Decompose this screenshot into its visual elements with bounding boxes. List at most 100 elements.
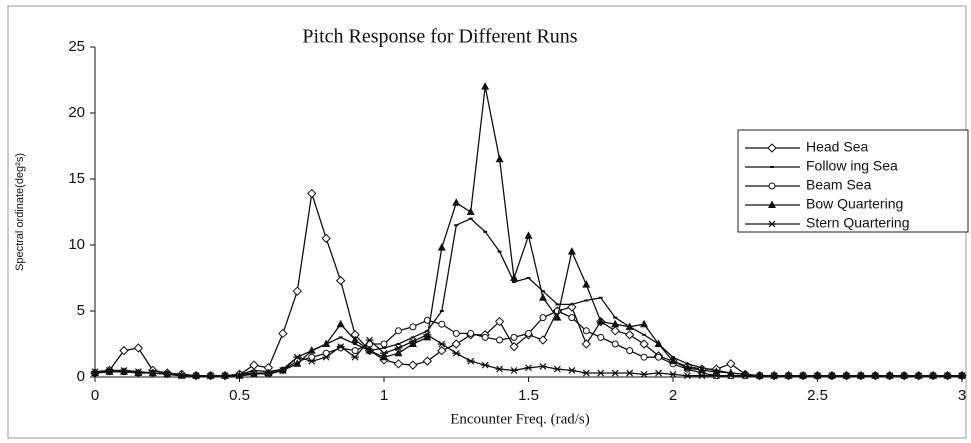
marker [423, 332, 432, 341]
marker [307, 188, 317, 199]
marker [278, 328, 288, 339]
marker [437, 340, 446, 348]
x-tick-label: 2 [669, 387, 677, 404]
marker [351, 347, 359, 355]
series [91, 331, 966, 380]
marker [625, 369, 634, 377]
marker [683, 372, 692, 380]
marker [610, 326, 620, 336]
marker [597, 333, 605, 341]
marker [582, 327, 590, 335]
marker [697, 372, 706, 380]
marker [767, 143, 777, 153]
marker [654, 369, 663, 377]
marker [712, 372, 721, 380]
marker [481, 333, 489, 341]
marker [582, 280, 591, 288]
marker [768, 182, 776, 190]
y-tick-label: 20 [68, 104, 85, 121]
marker [307, 346, 316, 354]
marker [611, 340, 619, 348]
marker [813, 372, 822, 380]
marker [206, 372, 215, 380]
marker [611, 319, 620, 328]
marker [567, 247, 576, 255]
marker [958, 372, 966, 380]
marker [495, 365, 504, 373]
y-tick-label: 0 [77, 368, 85, 385]
marker [624, 330, 635, 340]
marker [581, 339, 592, 349]
legend-label: Bow Quartering [806, 196, 903, 212]
marker [133, 343, 144, 353]
marker [871, 372, 880, 380]
x-tick-label: 0 [91, 387, 99, 404]
marker [249, 360, 259, 370]
marker [278, 366, 287, 374]
marker [596, 317, 605, 325]
marker [755, 372, 764, 380]
marker [438, 320, 446, 328]
marker [553, 365, 562, 373]
marker [726, 359, 736, 369]
marker [510, 333, 518, 341]
marker [321, 233, 331, 244]
marker [466, 207, 475, 215]
marker [768, 200, 776, 208]
marker [293, 359, 302, 367]
marker [640, 370, 649, 378]
marker [105, 366, 114, 374]
marker [538, 363, 547, 370]
marker [914, 372, 923, 380]
marker [799, 372, 808, 380]
x-tick-label: 2.5 [807, 387, 828, 404]
marker [856, 372, 865, 380]
marker [669, 356, 677, 365]
marker [437, 345, 447, 356]
marker [408, 339, 417, 347]
marker [409, 323, 417, 331]
marker [640, 319, 649, 328]
marker [335, 275, 346, 286]
marker [451, 339, 461, 349]
marker [510, 366, 519, 374]
marker [422, 356, 433, 366]
legend-label: Beam Sea [806, 177, 872, 193]
marker [336, 319, 345, 328]
marker [640, 353, 648, 361]
marker [380, 349, 388, 357]
marker [119, 366, 128, 374]
marker [308, 353, 316, 361]
marker [625, 322, 634, 330]
marker [683, 363, 692, 371]
marker [365, 336, 374, 344]
marker [827, 372, 836, 380]
marker [394, 348, 403, 357]
x-tick-label: 3 [958, 387, 966, 404]
marker [770, 372, 779, 380]
marker [654, 339, 663, 347]
marker [626, 347, 634, 355]
marker [322, 349, 330, 357]
series [93, 217, 964, 377]
marker [509, 341, 519, 352]
x-tick-label: 1.5 [518, 387, 539, 404]
marker [467, 329, 475, 337]
marker [611, 369, 620, 377]
legend-label: Stern Quartering [806, 215, 910, 231]
marker [148, 369, 157, 377]
y-tick-label: 10 [68, 236, 85, 253]
marker [134, 368, 143, 376]
marker [394, 344, 403, 352]
marker [322, 339, 331, 347]
marker [221, 372, 230, 380]
marker [307, 357, 316, 365]
marker [741, 372, 750, 380]
marker [538, 293, 547, 301]
marker [408, 360, 418, 370]
marker [524, 231, 533, 239]
marker [842, 372, 851, 380]
marker [466, 357, 475, 365]
marker [784, 372, 793, 380]
